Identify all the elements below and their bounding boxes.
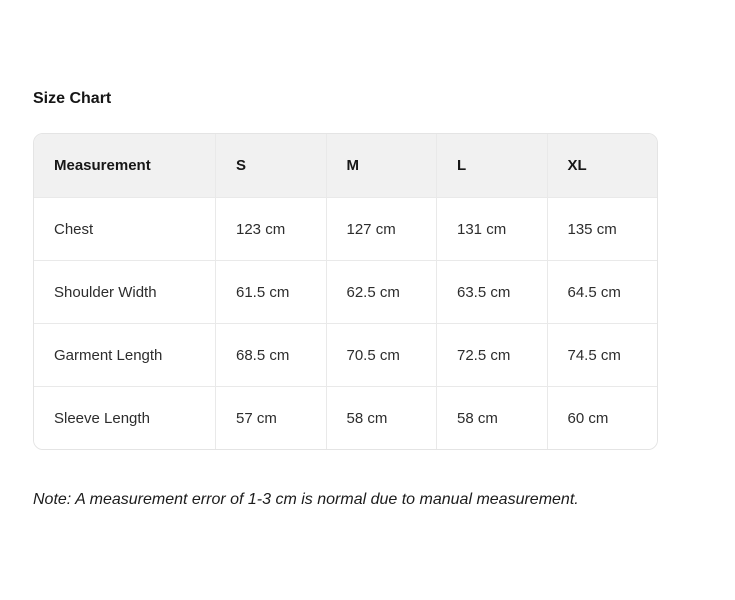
cell-value: 131 cm <box>436 197 547 260</box>
cell-value: 127 cm <box>325 197 436 260</box>
cell-value: 135 cm <box>546 197 657 260</box>
cell-value: 123 cm <box>215 197 326 260</box>
cell-value: 68.5 cm <box>215 323 326 386</box>
row-label: Sleeve Length <box>34 386 215 449</box>
measurement-note: Note: A measurement error of 1-3 cm is n… <box>33 491 579 508</box>
cell-value: 72.5 cm <box>436 323 547 386</box>
cell-value: 70.5 cm <box>325 323 436 386</box>
header-cell-measurement: Measurement <box>34 134 215 197</box>
row-label: Shoulder Width <box>34 260 215 323</box>
size-chart-table: Measurement S M L XL Chest 123 cm 127 cm… <box>33 133 658 450</box>
cell-value: 61.5 cm <box>215 260 326 323</box>
table-row-shoulder-width: Shoulder Width 61.5 cm 62.5 cm 63.5 cm 6… <box>34 260 657 323</box>
size-chart-section: Size Chart Measurement S M L XL Chest 12… <box>33 90 658 508</box>
size-chart-title: Size Chart <box>33 90 112 107</box>
header-cell-size-l: L <box>436 134 547 197</box>
header-cell-size-s: S <box>215 134 326 197</box>
row-label: Garment Length <box>34 323 215 386</box>
row-label: Chest <box>34 197 215 260</box>
cell-value: 58 cm <box>325 386 436 449</box>
cell-value: 58 cm <box>436 386 547 449</box>
header-cell-size-m: M <box>325 134 436 197</box>
cell-value: 63.5 cm <box>436 260 547 323</box>
cell-value: 64.5 cm <box>546 260 657 323</box>
header-cell-size-xl: XL <box>546 134 657 197</box>
cell-value: 74.5 cm <box>546 323 657 386</box>
table-row-chest: Chest 123 cm 127 cm 131 cm 135 cm <box>34 197 657 260</box>
size-chart-header-row: Measurement S M L XL <box>34 134 657 197</box>
table-row-sleeve-length: Sleeve Length 57 cm 58 cm 58 cm 60 cm <box>34 386 657 449</box>
table-row-garment-length: Garment Length 68.5 cm 70.5 cm 72.5 cm 7… <box>34 323 657 386</box>
cell-value: 60 cm <box>546 386 657 449</box>
cell-value: 57 cm <box>215 386 326 449</box>
cell-value: 62.5 cm <box>325 260 436 323</box>
